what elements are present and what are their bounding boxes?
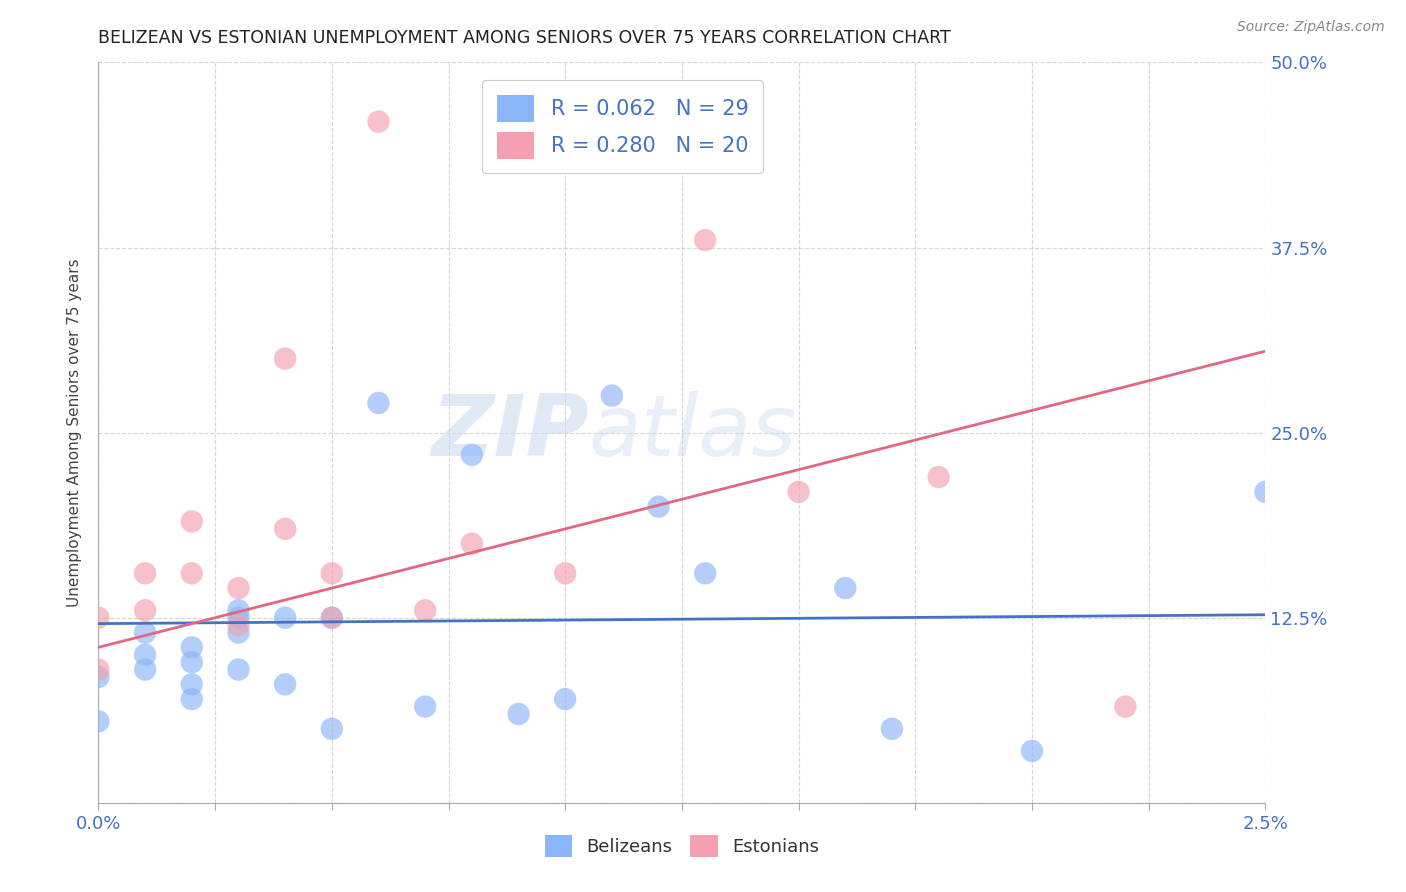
Point — [228, 625, 250, 640]
Point — [880, 722, 903, 736]
Legend: Belizeans, Estonians: Belizeans, Estonians — [537, 828, 827, 864]
Point — [1021, 744, 1043, 758]
Point — [87, 663, 110, 677]
Text: ZIP: ZIP — [430, 391, 589, 475]
Point — [508, 706, 530, 721]
Point — [180, 515, 202, 529]
Point — [274, 522, 297, 536]
Point — [1114, 699, 1136, 714]
Point — [321, 722, 343, 736]
Y-axis label: Unemployment Among Seniors over 75 years: Unemployment Among Seniors over 75 years — [66, 259, 82, 607]
Point — [180, 566, 202, 581]
Point — [87, 714, 110, 729]
Point — [228, 663, 250, 677]
Point — [228, 610, 250, 624]
Point — [367, 114, 389, 128]
Point — [134, 625, 156, 640]
Point — [180, 655, 202, 669]
Point — [87, 610, 110, 624]
Point — [834, 581, 856, 595]
Point — [180, 677, 202, 691]
Point — [413, 603, 436, 617]
Point — [87, 670, 110, 684]
Point — [228, 581, 250, 595]
Point — [1254, 484, 1277, 499]
Point — [274, 677, 297, 691]
Point — [787, 484, 810, 499]
Point — [695, 566, 717, 581]
Point — [321, 610, 343, 624]
Point — [134, 566, 156, 581]
Point — [134, 663, 156, 677]
Point — [461, 448, 484, 462]
Point — [695, 233, 717, 247]
Point — [413, 699, 436, 714]
Text: atlas: atlas — [589, 391, 797, 475]
Point — [321, 566, 343, 581]
Point — [928, 470, 950, 484]
Point — [321, 610, 343, 624]
Text: Source: ZipAtlas.com: Source: ZipAtlas.com — [1237, 20, 1385, 34]
Point — [274, 610, 297, 624]
Point — [180, 640, 202, 655]
Point — [600, 388, 623, 402]
Point — [228, 618, 250, 632]
Point — [554, 566, 576, 581]
Point — [461, 536, 484, 550]
Point — [554, 692, 576, 706]
Text: BELIZEAN VS ESTONIAN UNEMPLOYMENT AMONG SENIORS OVER 75 YEARS CORRELATION CHART: BELIZEAN VS ESTONIAN UNEMPLOYMENT AMONG … — [98, 29, 952, 47]
Point — [367, 396, 389, 410]
Point — [274, 351, 297, 366]
Point — [134, 603, 156, 617]
Point — [134, 648, 156, 662]
Point — [228, 603, 250, 617]
Point — [180, 692, 202, 706]
Point — [647, 500, 669, 514]
